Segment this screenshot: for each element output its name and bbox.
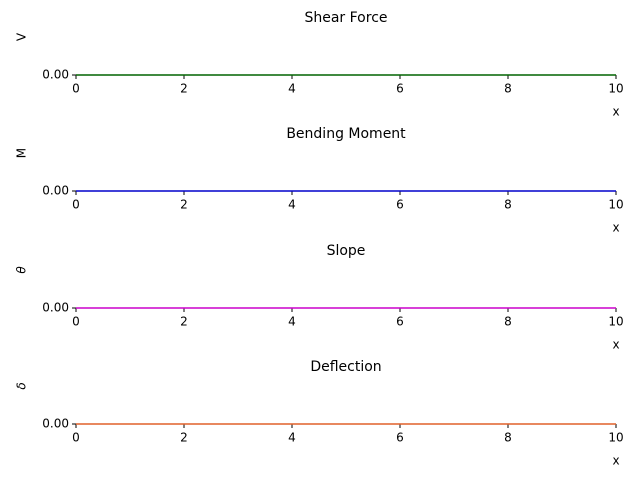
x-tick-label: 8 xyxy=(504,315,512,329)
x-tick-label: 10 xyxy=(608,315,623,329)
x-tick-label: 4 xyxy=(288,82,296,96)
x-tick-label: 2 xyxy=(180,431,188,445)
y-axis-label: M xyxy=(15,148,29,158)
chart-title: Deflection xyxy=(310,359,381,375)
chart-title: Shear Force xyxy=(304,10,387,26)
x-axis-label: x xyxy=(612,221,619,235)
x-tick-label: 10 xyxy=(608,198,623,212)
x-tick-label: 2 xyxy=(180,82,188,96)
x-tick-label: 10 xyxy=(608,431,623,445)
x-axis-label: x xyxy=(612,338,619,352)
y-tick-label: 0.00 xyxy=(42,184,69,198)
x-tick-label: 4 xyxy=(288,431,296,445)
x-tick-label: 6 xyxy=(396,198,404,212)
y-tick-label: 0.00 xyxy=(42,417,69,431)
x-tick-label: 6 xyxy=(396,315,404,329)
chart-title: Slope xyxy=(327,243,366,259)
x-tick-label: 8 xyxy=(504,198,512,212)
x-tick-label: 6 xyxy=(396,82,404,96)
x-tick-label: 0 xyxy=(72,198,80,212)
x-tick-label: 2 xyxy=(180,315,188,329)
x-axis-label: x xyxy=(612,105,619,119)
x-tick-label: 2 xyxy=(180,198,188,212)
x-tick-label: 10 xyxy=(608,82,623,96)
y-axis-label: θ xyxy=(15,266,29,274)
x-tick-label: 6 xyxy=(396,431,404,445)
x-tick-label: 4 xyxy=(288,198,296,212)
y-axis-label: V xyxy=(15,32,29,41)
chart-title: Bending Moment xyxy=(286,126,406,142)
x-tick-label: 8 xyxy=(504,82,512,96)
x-axis-label: x xyxy=(612,454,619,468)
y-axis-label: δ xyxy=(15,382,29,389)
x-tick-label: 0 xyxy=(72,82,80,96)
x-tick-label: 0 xyxy=(72,315,80,329)
x-tick-label: 4 xyxy=(288,315,296,329)
y-tick-label: 0.00 xyxy=(42,301,69,315)
x-tick-label: 8 xyxy=(504,431,512,445)
x-tick-label: 0 xyxy=(72,431,80,445)
y-tick-label: 0.00 xyxy=(42,68,69,82)
